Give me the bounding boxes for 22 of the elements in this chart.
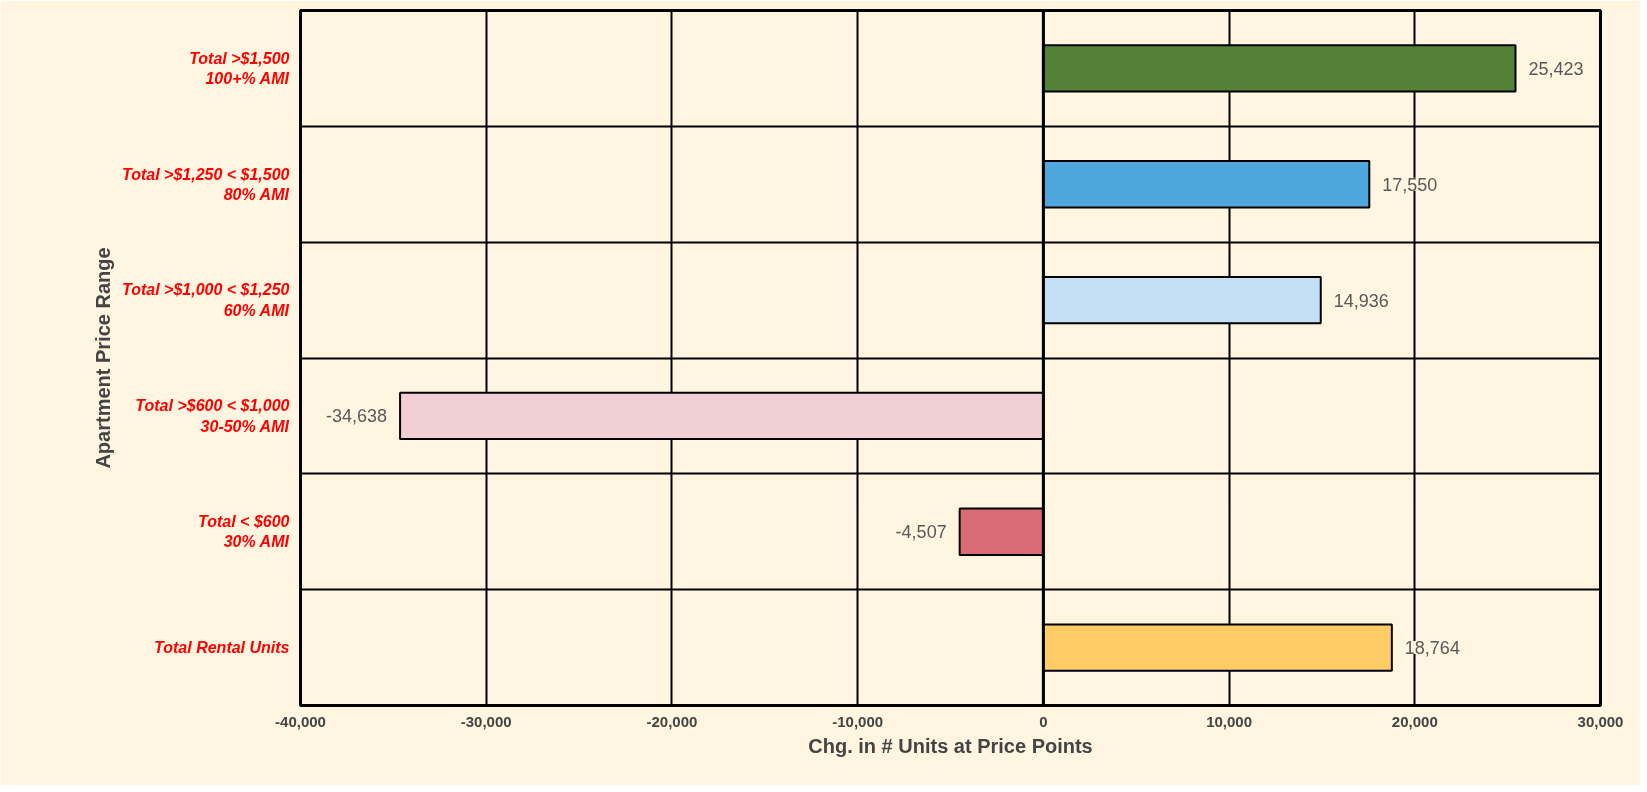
data-label: -34,638: [326, 406, 388, 427]
y-tick-label: Total Rental Units: [154, 639, 290, 657]
x-tick-label: 0: [1039, 712, 1048, 730]
x-tick-label: -30,000: [460, 712, 512, 730]
x-tick-label: 30,000: [1577, 712, 1624, 730]
data-label: 25,423: [1528, 58, 1584, 79]
y-tick-label: Total < $600 30% AMI: [198, 513, 290, 551]
x-tick-label: 20,000: [1391, 712, 1438, 730]
x-tick-label: -40,000: [275, 712, 326, 730]
x-tick-label: -20,000: [646, 712, 698, 730]
y-tick-label: Total >$1,500 100+% AMI: [189, 49, 290, 88]
y-tick-label: Total >$1,250 < $1,500 80% AMI: [121, 165, 290, 203]
y-tick-label: Total >$1,000 < $1,250 60% AMI: [121, 281, 290, 319]
data-label: 17,550: [1382, 174, 1438, 195]
x-tick-label: -10,000: [832, 712, 884, 730]
data-label: 14,936: [1333, 290, 1389, 311]
y-axis-title: Apartment Price Range: [91, 247, 114, 469]
x-tick-label: 10,000: [1206, 712, 1253, 730]
x-axis-title: Chg. in # Units at Price Points: [808, 734, 1093, 757]
data-label: 18,764: [1404, 638, 1460, 659]
data-label: -4,507: [895, 522, 947, 543]
y-tick-label: Total >$600 < $1,000 30-50% AMI: [135, 397, 290, 435]
